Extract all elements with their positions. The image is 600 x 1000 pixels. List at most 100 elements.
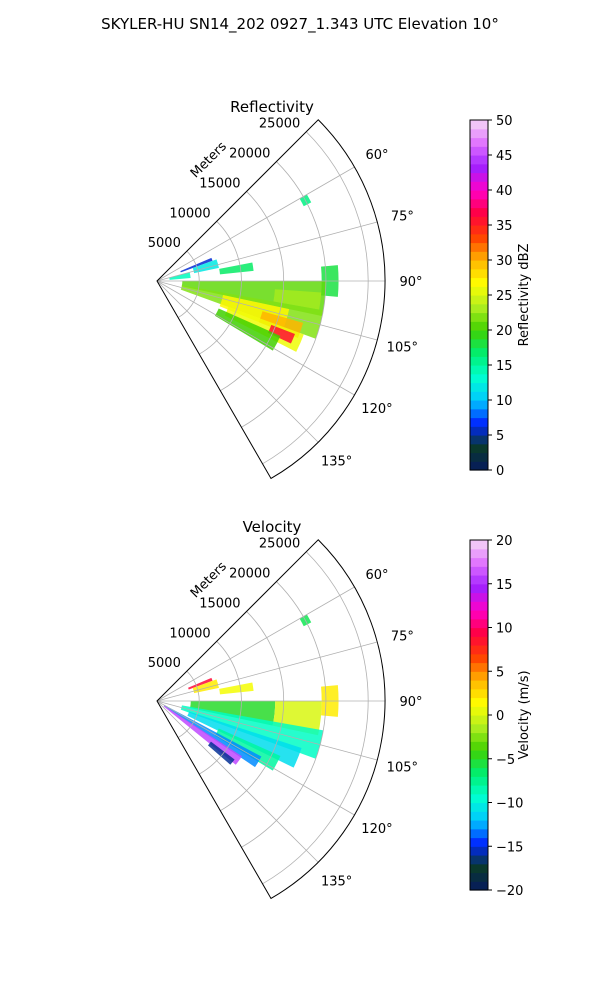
colorbar-segment (470, 767, 488, 777)
colorbar-tick-label: 35 (496, 219, 513, 234)
echo-region (169, 272, 191, 280)
colorbar-segment (470, 120, 488, 130)
colorbar-segment (470, 391, 488, 401)
colorbar-segment (470, 400, 488, 410)
colorbar-segment (470, 408, 488, 419)
theta-tick-label: 90° (399, 275, 422, 290)
echo-region (163, 705, 242, 765)
echo-region (164, 704, 262, 768)
colorbar-segment (470, 732, 488, 742)
colorbar-tick-label: −15 (496, 840, 523, 855)
colorbar-segment (470, 793, 488, 804)
radial-gridline (156, 641, 378, 702)
colorbar-segment (470, 583, 488, 594)
colorbar-segment (470, 592, 488, 602)
range-tick-label: 15000 (199, 176, 240, 191)
colorbar-tick-label: 20 (496, 534, 513, 549)
colorbar-segment (470, 417, 488, 427)
colorbar-tick-label: 15 (496, 359, 513, 374)
panel-reflectivity: Reflectivity60°75°90°105°120°135°5000100… (148, 98, 532, 480)
colorbar-segment (470, 190, 488, 200)
range-ring (177, 250, 200, 318)
colorbar-segment (470, 303, 488, 314)
theta-tick-label: 135° (321, 875, 352, 890)
colorbar-segment (470, 671, 488, 681)
colorbar-segment (470, 146, 488, 156)
colorbar-tick-label: 10 (496, 394, 513, 409)
colorbar-segment (470, 688, 488, 699)
colorbar-segment (470, 347, 488, 357)
colorbar-segment (470, 802, 488, 812)
range-axis-label: Meters (188, 559, 230, 601)
colorbar-segment (470, 697, 488, 707)
colorbar-tick-label: 40 (496, 184, 513, 199)
echo-region (273, 289, 322, 310)
colorbar-segment (470, 155, 488, 165)
colorbar-segment (470, 575, 488, 585)
colorbar-tick-label: 45 (496, 149, 513, 164)
colorbar-tick-label: −10 (496, 797, 523, 812)
radial-gridline (156, 700, 319, 863)
colorbar-segment (470, 365, 488, 375)
colorbar-segment (470, 785, 488, 795)
colorbar-tick-label: 20 (496, 324, 513, 339)
colorbar-segment (470, 382, 488, 392)
colorbar-segment (470, 443, 488, 454)
radial-gridline (156, 700, 378, 761)
colorbar-segment (470, 706, 488, 716)
range-ring (199, 221, 242, 355)
radial-gridline (156, 280, 319, 443)
theta-tick-label: 105° (387, 341, 418, 356)
colorbar-label: Reflectivity dBZ (517, 244, 532, 347)
range-ring (177, 670, 200, 738)
colorbar-tick-label: 10 (496, 622, 513, 637)
colorbar-segment (470, 330, 488, 340)
theta-tick-label: 75° (391, 209, 414, 224)
range-tick-label: 25000 (259, 537, 300, 552)
colorbar-segment (470, 338, 488, 349)
sector-frame (156, 539, 386, 900)
colorbar-segment (470, 566, 488, 576)
theta-tick-label: 90° (399, 695, 422, 710)
colorbar-segment (470, 776, 488, 786)
colorbar-segment (470, 855, 488, 865)
colorbar-segment (470, 172, 488, 182)
range-tick-label: 5000 (148, 236, 181, 251)
colorbar-segment (470, 846, 488, 856)
colorbar-segment (470, 820, 488, 830)
range-tick-label: 20000 (229, 147, 270, 162)
colorbar: −20 −15 −10 −5 0 5 10 15 20 Velocity (m/s) (469, 534, 532, 899)
sector-frame (156, 119, 386, 480)
colorbar-tick-label: 30 (496, 254, 513, 269)
colorbar-tick-label: 15 (496, 578, 513, 593)
radial-gridline (156, 221, 378, 282)
colorbar-label: Velocity (m/s) (517, 670, 532, 759)
range-ring (199, 641, 242, 775)
colorbar-segment (470, 653, 488, 664)
colorbar-segment (470, 715, 488, 725)
colorbar-segment (470, 216, 488, 226)
range-ring (262, 131, 369, 465)
theta-tick-label: 120° (361, 822, 392, 837)
colorbar-segment (470, 128, 488, 139)
colorbar-segment (470, 811, 488, 821)
theta-tick-label: 105° (387, 761, 418, 776)
radial-gridline (156, 280, 355, 396)
radial-gridline (156, 280, 378, 341)
radial-gridline (156, 586, 355, 702)
colorbar-segment (470, 277, 488, 287)
figure-title: SKYLER-HU SN14_202 0927_1.343 UTC Elevat… (101, 15, 499, 33)
colorbar-segment (470, 207, 488, 217)
radial-gridline (156, 700, 355, 816)
colorbar-segment (470, 680, 488, 690)
colorbar-segment (470, 548, 488, 559)
range-ring (262, 551, 369, 885)
range-tick-label: 10000 (169, 626, 210, 641)
colorbar-segment (470, 636, 488, 646)
range-ring (220, 611, 285, 812)
colorbar-segment (470, 758, 488, 769)
theta-tick-label: 60° (365, 568, 388, 583)
theta-tick-label: 120° (361, 402, 392, 417)
